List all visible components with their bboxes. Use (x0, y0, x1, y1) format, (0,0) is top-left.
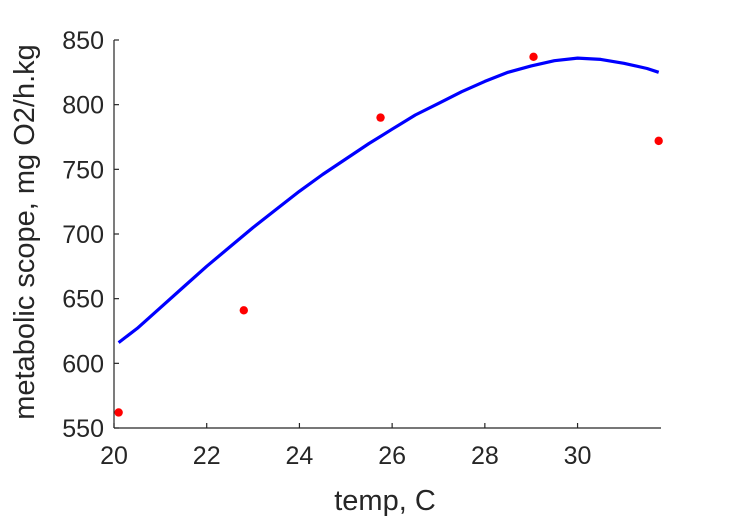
x-tick-label: 24 (286, 442, 314, 470)
x-tick-label: 26 (378, 442, 406, 470)
y-tick-label: 750 (62, 156, 104, 184)
y-tick-label: 850 (62, 27, 104, 55)
y-tick-label: 550 (62, 415, 104, 443)
data-points-layer (114, 52, 663, 417)
fit-line (117, 56, 660, 344)
x-tick-label: 22 (193, 442, 221, 470)
y-axis-label: metabolic scope, mg O2/h.kg (9, 44, 41, 420)
x-tick-label: 30 (564, 442, 592, 470)
y-tick-label: 600 (62, 350, 104, 378)
y-tick-label: 650 (62, 286, 104, 314)
tick-labels: 20 22 24 26 28 30 550 600 650 700 750 800 850 (62, 27, 591, 470)
data-point (114, 408, 123, 417)
y-tick-label: 700 (62, 221, 104, 249)
data-point (529, 52, 538, 62)
data-point (376, 113, 385, 122)
axes (113, 39, 661, 429)
fit-line-layer (117, 56, 660, 344)
x-tick-label: 28 (471, 442, 499, 470)
y-tick-label: 800 (62, 92, 104, 120)
x-axis-label: temp, C (334, 485, 436, 517)
x-tick-label: 20 (100, 442, 128, 470)
data-point (239, 306, 248, 315)
data-point (654, 136, 663, 146)
